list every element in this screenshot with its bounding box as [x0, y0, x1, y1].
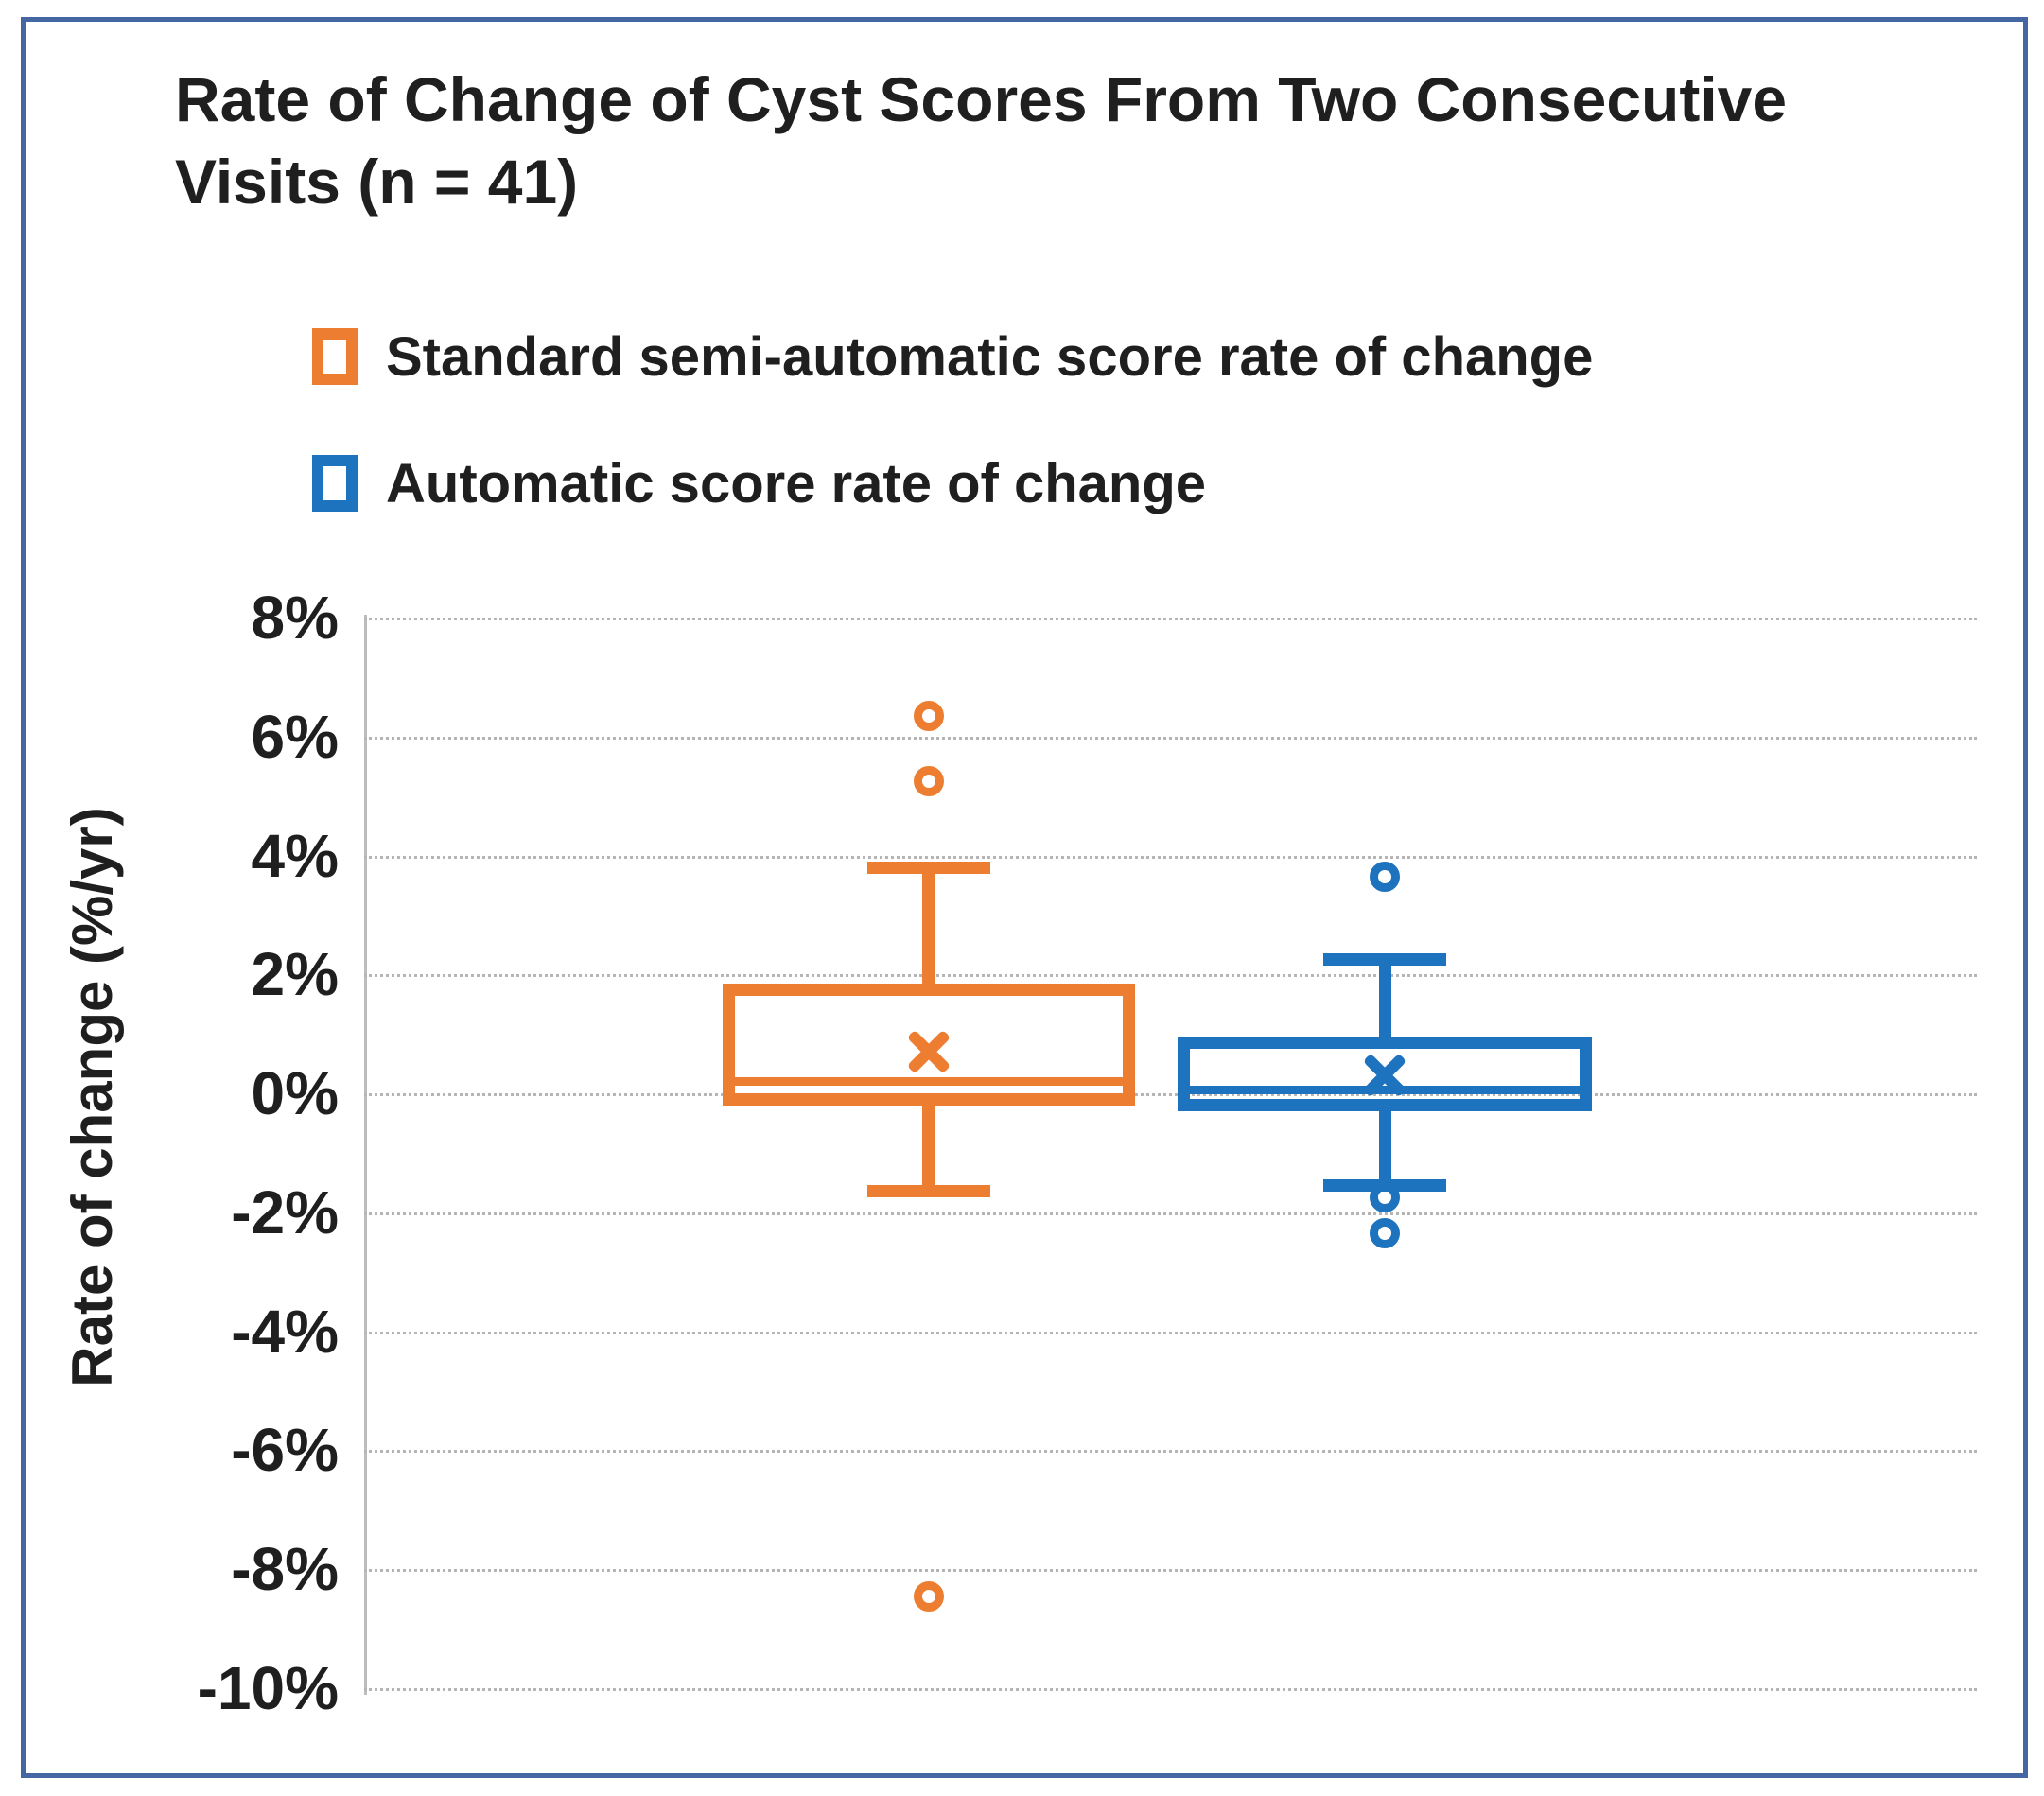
legend-box-marker-icon — [312, 328, 358, 385]
gridline — [364, 618, 1977, 620]
mean-x-marker — [903, 1026, 954, 1077]
median-line — [734, 1077, 1123, 1087]
box-iqr — [1178, 1037, 1593, 1112]
gridline — [364, 1688, 1977, 1691]
outlier-point — [913, 1580, 944, 1612]
legend-item: Standard semi-automatic score rate of ch… — [312, 318, 1593, 395]
gridline — [364, 1450, 1977, 1454]
legend-item: Automatic score rate of change — [312, 445, 1593, 522]
gridline — [364, 1212, 1977, 1215]
median-line — [1190, 1086, 1581, 1095]
gridline — [364, 1569, 1977, 1573]
y-axis-tick-label: 6% — [251, 702, 340, 771]
whisker-high-cap — [866, 861, 990, 874]
legend: Standard semi-automatic score rate of ch… — [312, 318, 1593, 522]
outlier-point — [913, 700, 944, 731]
y-axis-tick-label: -10% — [197, 1654, 339, 1722]
y-axis-line — [364, 615, 367, 1695]
figure-border — [21, 17, 2028, 1778]
legend-item-label: Standard semi-automatic score rate of ch… — [386, 325, 1594, 388]
whisker-lower-stem — [922, 1099, 935, 1192]
whisker-high-cap — [1323, 953, 1447, 967]
whisker-lower-stem — [1378, 1105, 1391, 1186]
plot-area — [364, 618, 1977, 1691]
outlier-point — [913, 765, 944, 796]
y-axis-tick-label: 4% — [251, 821, 340, 890]
y-axis-tick-label: 8% — [251, 584, 340, 652]
legend-box-marker-icon — [312, 455, 358, 512]
outlier-point — [1370, 1182, 1401, 1213]
legend-item-label: Automatic score rate of change — [386, 452, 1206, 514]
gridline — [364, 1331, 1977, 1334]
gridline — [364, 855, 1977, 859]
y-axis-tick-label: -4% — [231, 1297, 339, 1366]
whisker-low-cap — [866, 1185, 990, 1198]
gridline — [364, 974, 1977, 978]
y-axis-tick-label: -8% — [231, 1535, 339, 1604]
box-iqr — [722, 983, 1135, 1106]
whisker-upper-stem — [1378, 959, 1391, 1043]
outlier-point — [1370, 1217, 1401, 1248]
y-axis-tick-label: -6% — [231, 1416, 339, 1485]
y-axis-tick-label: 0% — [251, 1059, 340, 1128]
y-axis-tick-label: -2% — [231, 1177, 339, 1247]
chart-title: Rate of Change of Cyst Scores From Two C… — [175, 64, 1788, 218]
gridline — [364, 1093, 1977, 1097]
y-axis-tick-label: 2% — [251, 940, 340, 1009]
whisker-upper-stem — [922, 867, 935, 990]
gridline — [364, 736, 1977, 740]
outlier-point — [1370, 861, 1401, 892]
mean-x-marker — [1359, 1050, 1410, 1101]
